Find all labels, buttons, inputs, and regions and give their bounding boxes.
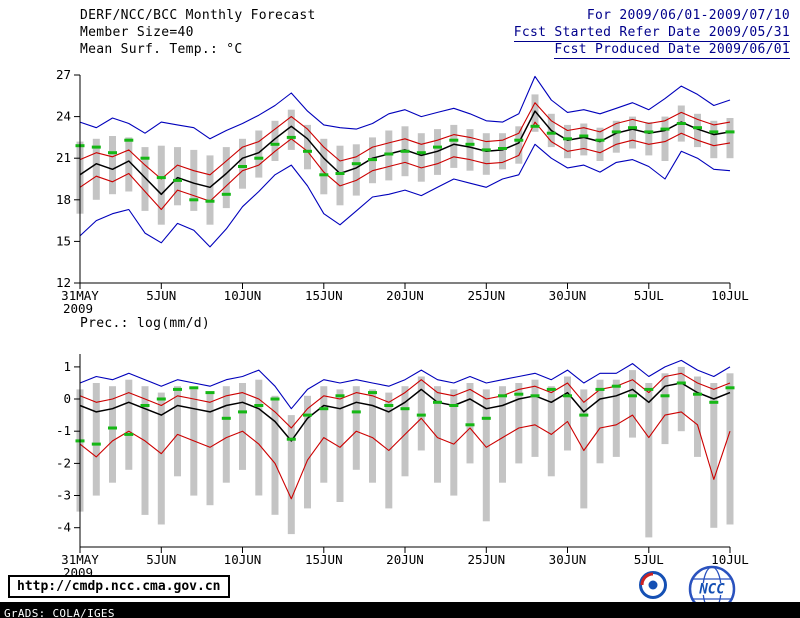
ensemble-max-line bbox=[79, 75, 731, 140]
precipitation-chart: -4 -3 -2 -1 0 1 31MAY 5JUN 10JUN 15JUN 20JUN 25JUN 3… bbox=[56, 354, 749, 580]
grads-credit-bar: GrADS: COLA/IGES bbox=[0, 602, 800, 618]
lower-bound-line bbox=[79, 121, 731, 211]
axis-label: 24 bbox=[56, 109, 71, 124]
ncc-logo-text: NCC bbox=[698, 582, 725, 598]
axis-label: 0 bbox=[63, 391, 71, 406]
axis-label: 30JUN bbox=[549, 552, 587, 567]
grads-credit-text: GrADS: COLA/IGES bbox=[4, 607, 115, 618]
ensemble-spread-bar bbox=[76, 94, 734, 225]
axis-label: 21 bbox=[56, 150, 71, 165]
axis-label: 10JUN bbox=[224, 552, 262, 567]
axes bbox=[74, 74, 731, 289]
ncc-logo-band bbox=[692, 583, 732, 595]
bcc-logo-swirl bbox=[640, 572, 654, 586]
axis-label: -1 bbox=[56, 423, 71, 438]
prec-panel-title: Prec.: log(mm/d) bbox=[80, 316, 211, 331]
axis-label: 10JUL bbox=[711, 552, 749, 567]
forecast-period-label: For 2009/06/01-2009/07/10 bbox=[586, 8, 790, 23]
axis-label: 10JUL bbox=[711, 288, 749, 303]
ensemble-spread-bar bbox=[76, 366, 734, 538]
axis-label: 15JUN bbox=[305, 288, 343, 303]
chart-title: DERF/NCC/BCC Monthly Forecast bbox=[80, 8, 316, 23]
axis-label: 2009 bbox=[63, 301, 93, 316]
axis-label: 27 bbox=[56, 67, 71, 82]
axis-label: 5JUN bbox=[146, 552, 176, 567]
axis-label: 20JUN bbox=[386, 288, 424, 303]
axis-label: 10JUN bbox=[224, 288, 262, 303]
axis-label: -4 bbox=[56, 520, 71, 535]
temperature-chart: 12 15 18 21 24 27 31MAY 5JUN 10JUN 15JUN 20JUN 25JU… bbox=[56, 67, 749, 316]
axis-label: 25JUN bbox=[467, 288, 505, 303]
axes bbox=[74, 354, 731, 553]
axis-label: 15 bbox=[56, 233, 71, 248]
axis-label: 5JUN bbox=[146, 288, 176, 303]
axis-label: -3 bbox=[56, 488, 71, 503]
axis-label: 25JUN bbox=[467, 552, 505, 567]
axis-label: 1 bbox=[63, 359, 71, 374]
axis-label: 31MAY bbox=[61, 552, 99, 567]
temp-panel-title: Mean Surf. Temp.: °C bbox=[80, 42, 243, 57]
axis-label: 20JUN bbox=[386, 552, 424, 567]
lower-bound-line bbox=[79, 411, 731, 500]
axis-label: -2 bbox=[56, 455, 71, 470]
axis-label: 5JUL bbox=[634, 552, 664, 567]
member-size-label: Member Size=40 bbox=[80, 25, 194, 40]
axis-label: 5JUL bbox=[634, 288, 664, 303]
upper-bound-line bbox=[79, 102, 731, 180]
ensemble-mean-line bbox=[79, 382, 731, 442]
axis-label: 30JUN bbox=[549, 288, 587, 303]
refer-date-label: Fcst Started Refer Date 2009/05/31 bbox=[513, 25, 790, 42]
produced-date-label: Fcst Produced Date 2009/06/01 bbox=[554, 42, 790, 59]
upper-bound-line bbox=[79, 372, 731, 429]
observed-marks bbox=[75, 122, 735, 203]
axis-label: 18 bbox=[56, 192, 71, 207]
axis-label: 15JUN bbox=[305, 552, 343, 567]
ncc-logo: NCC bbox=[688, 565, 736, 613]
ensemble-min-line bbox=[79, 143, 731, 248]
cmdp-url: http://cmdp.ncc.cma.gov.cn bbox=[17, 579, 221, 594]
ensemble-max-line bbox=[79, 359, 731, 410]
cmdp-url-box: http://cmdp.ncc.cma.gov.cn bbox=[8, 575, 230, 598]
axis-label: 31MAY bbox=[61, 288, 99, 303]
bcc-logo-core bbox=[648, 580, 658, 590]
axis-label: 12 bbox=[56, 275, 71, 290]
